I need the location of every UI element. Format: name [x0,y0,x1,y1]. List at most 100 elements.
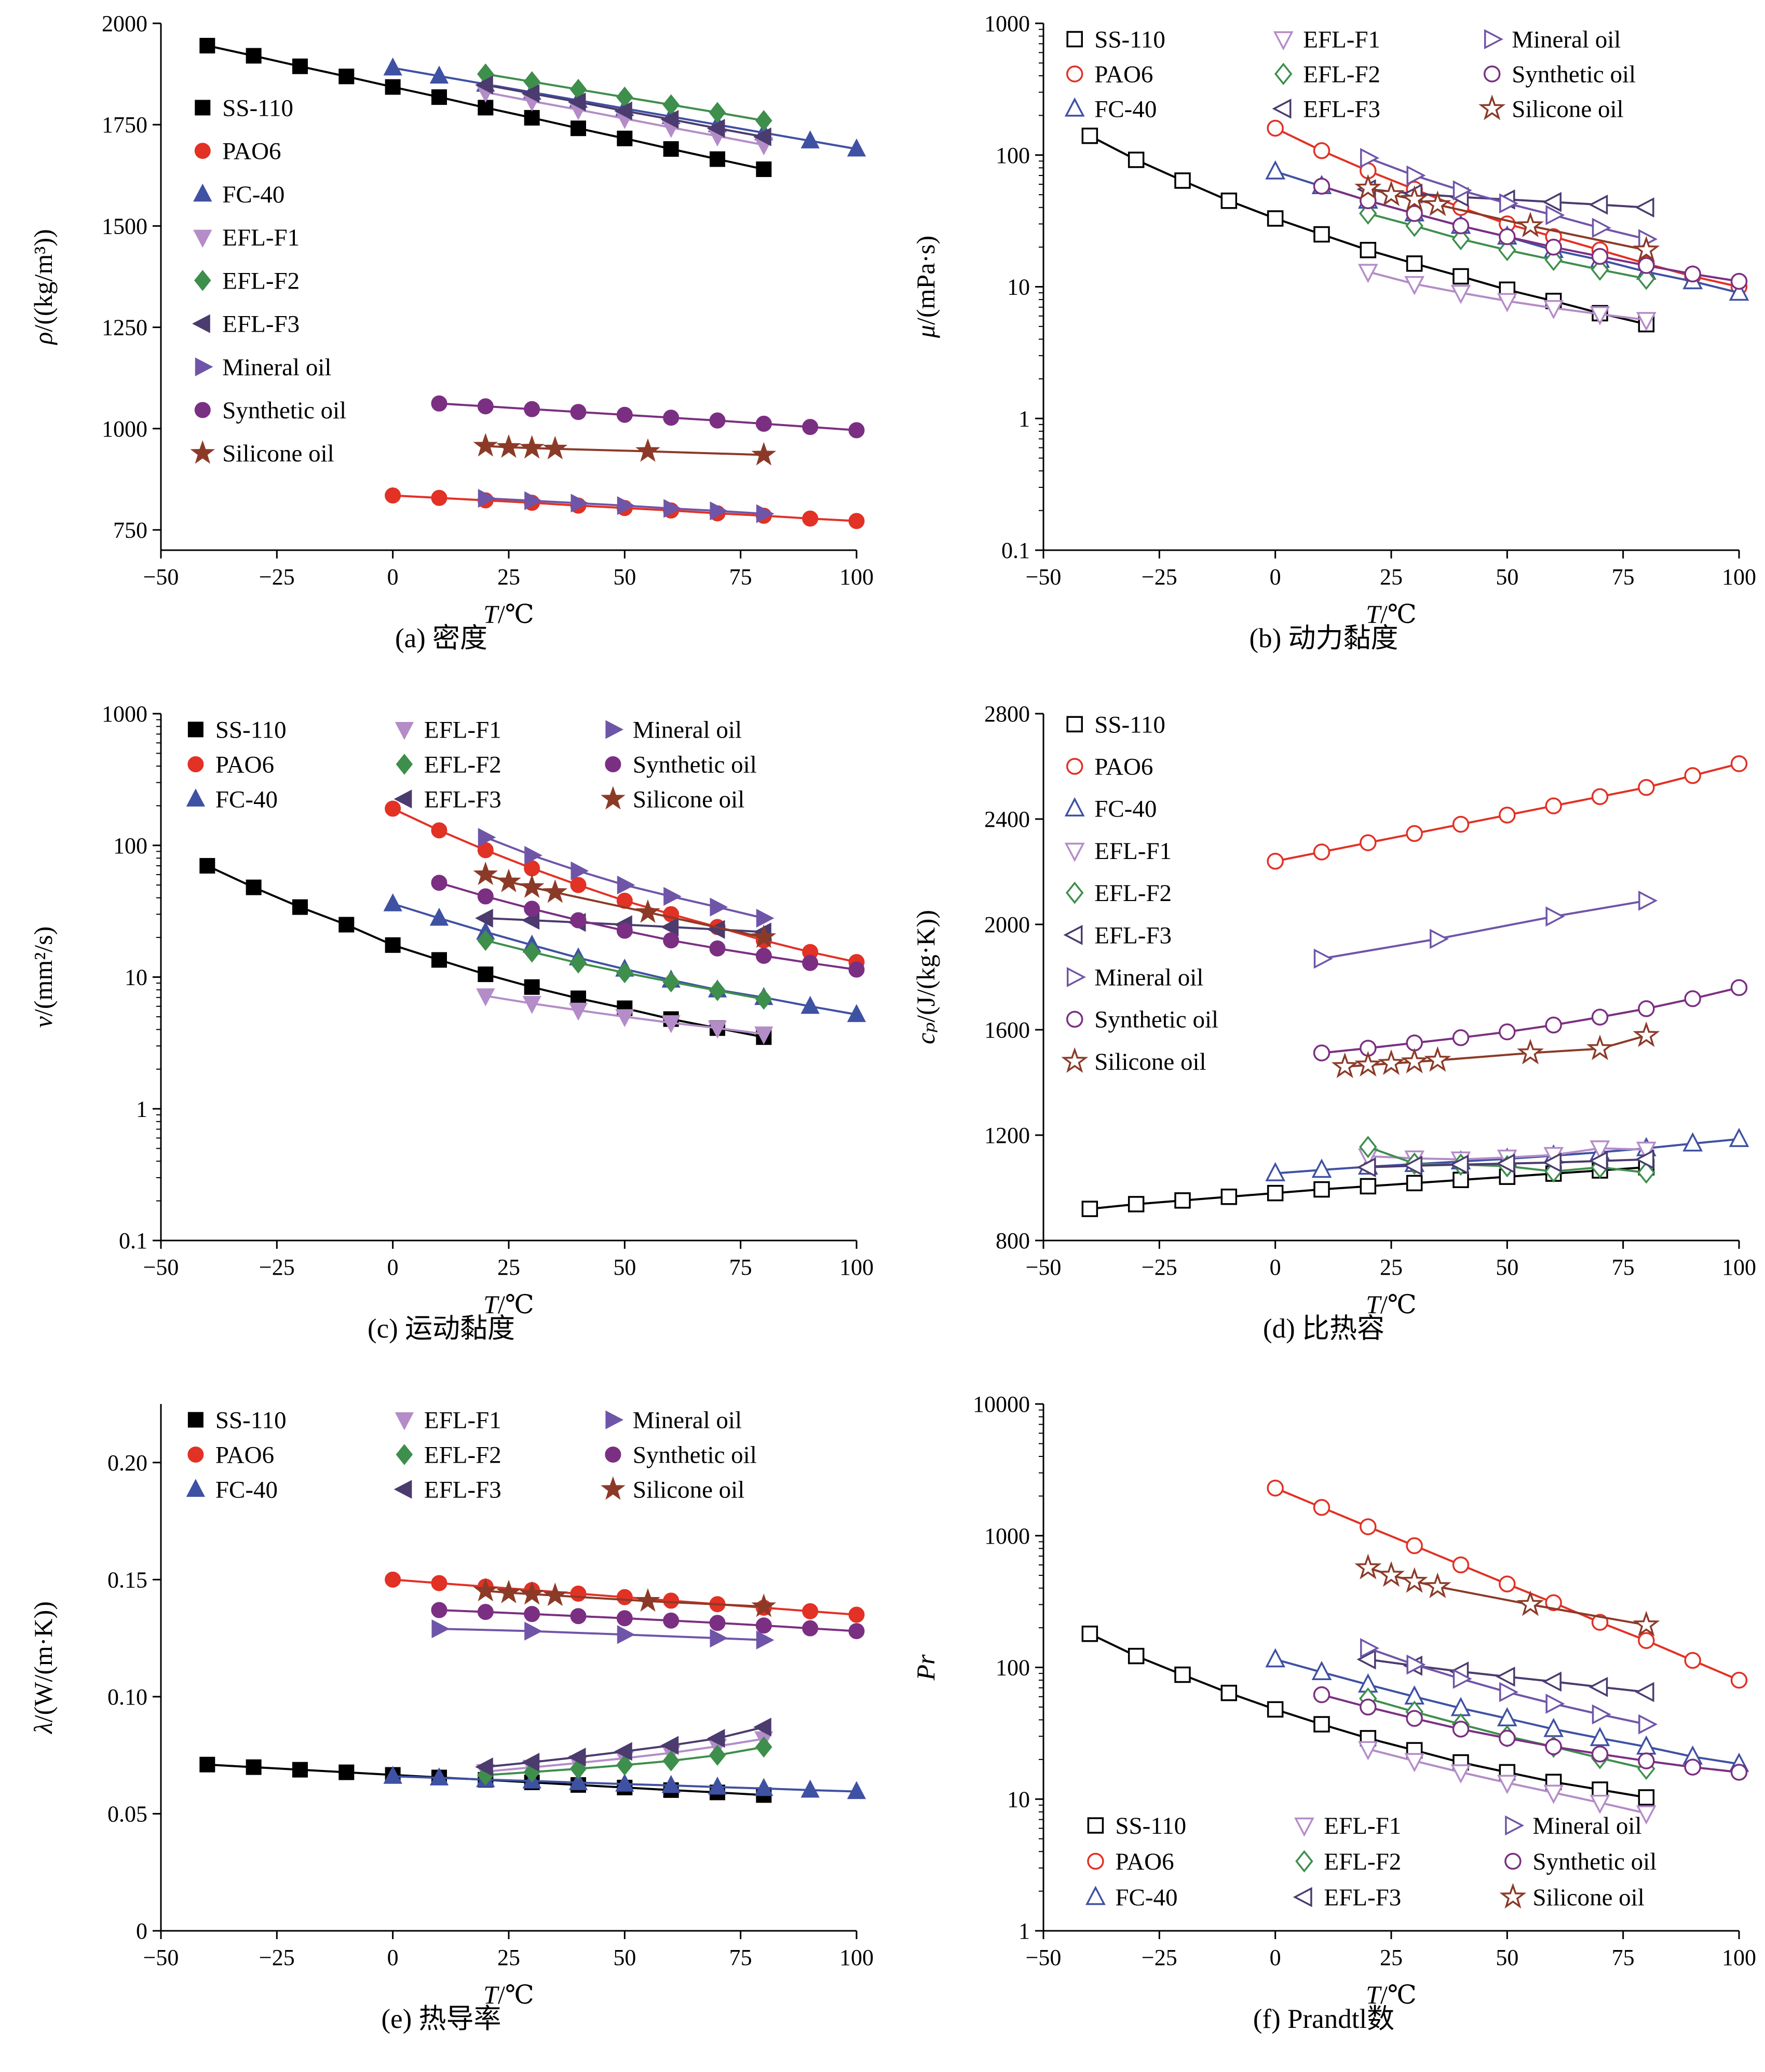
legend-item-pao6: PAO6 [194,138,281,165]
svg-text:PAO6: PAO6 [1094,754,1153,781]
svg-text:T/℃: T/℃ [1366,1290,1417,1319]
svg-text:Silicone oil: Silicone oil [633,1476,744,1503]
legend-item-efl-f1: EFL-F1 [395,716,501,743]
svg-text:EFL-F2: EFL-F2 [424,1441,501,1468]
legend-item-ss-110: SS-110 [1087,1812,1186,1839]
svg-text:Synthetic oil: Synthetic oil [1532,1848,1657,1875]
svg-text:0.20: 0.20 [107,1450,147,1476]
legend-item-silicone-oil: Silicone oil [1478,94,1624,122]
svg-text:FC-40: FC-40 [1115,1884,1177,1911]
svg-text:−50: −50 [143,1945,179,1970]
density-chart: −50 −25 0 25 50 75 100 750 1000 1250 1500 1750 2000 T… [29,11,874,629]
svg-text:EFL-F1: EFL-F1 [1303,26,1380,53]
svg-text:−25: −25 [1142,1255,1177,1280]
svg-text:75: 75 [729,1255,752,1280]
series-mineral-oil [431,1619,775,1650]
legend-item-efl-f3: EFL-F3 [1293,1884,1401,1911]
svg-text:SS-110: SS-110 [1094,711,1165,738]
series-efl-f3 [475,75,771,146]
svg-text:SS-110: SS-110 [1094,26,1165,53]
svg-text:T/℃: T/℃ [1366,1980,1417,2009]
svg-text:T/℃: T/℃ [1366,599,1417,629]
svg-text:FC-40: FC-40 [222,181,284,208]
dynamic-viscosity-chart: −50 −25 0 25 50 75 100 0.1 1 10 100 1000 T/℃ μ/(mPa·s… [911,11,1756,629]
y-axis: 0.1 1 10 100 1000 [102,701,161,1253]
x-axis: −50 −25 0 25 50 75 100 [143,1931,874,1970]
svg-text:Mineral oil: Mineral oil [633,716,742,743]
legend-item-mineral-oil: Mineral oil [1505,1812,1642,1839]
svg-text:FC-40: FC-40 [215,786,278,813]
svg-text:FC-40: FC-40 [1094,96,1157,122]
x-axis: −50 −25 0 25 50 75 100 [1026,1931,1756,1970]
panel-a: −50 −25 0 25 50 75 100 750 1000 1250 1500 1750 2000 T… [0,0,883,690]
legend-item-fc-40: FC-40 [186,1476,278,1503]
svg-text:100: 100 [996,143,1030,168]
svg-text:2000: 2000 [102,11,147,36]
y-axis: 0 0.05 0.10 0.15 0.20 [107,1450,161,1944]
series-efl-f1 [1357,1741,1657,1825]
svg-text:SS-110: SS-110 [1115,1812,1186,1839]
svg-text:1250: 1250 [102,315,147,340]
series-fc-40 [383,1766,866,1800]
legend-item-efl-f2: EFL-F2 [1274,61,1380,88]
legend-item-efl-f2: EFL-F2 [1065,880,1172,907]
svg-text:75: 75 [729,564,752,590]
x-axis: −50 −25 0 25 50 75 100 [1026,1241,1756,1280]
svg-text:Mineral oil: Mineral oil [1532,1812,1641,1839]
svg-text:Synthetic oil: Synthetic oil [633,751,757,778]
caption-e: (e) 热导率 [381,2004,501,2034]
series-pao6 [1267,755,1748,870]
legend-item-fc-40: FC-40 [193,181,284,208]
svg-text:−25: −25 [259,1255,295,1280]
series-ss-110 [199,37,772,178]
svg-text:0: 0 [1270,1945,1281,1970]
legend-item-mineral-oil: Mineral oil [1484,26,1621,53]
legend-item-pao6: PAO6 [187,751,274,778]
thermal-conductivity-chart: −50 −25 0 25 50 75 100 0 0.05 0.10 0.15 0.20 T/℃ λ/(W… [29,1404,874,2009]
svg-text:Synthetic oil: Synthetic oil [1094,1006,1218,1033]
y-axis: 750 1000 1250 1500 1750 2000 [102,11,161,543]
svg-text:2800: 2800 [984,701,1030,727]
svg-text:1000: 1000 [984,1523,1030,1549]
series-efl-f3 [1356,1149,1654,1178]
svg-text:EFL-F2: EFL-F2 [1303,61,1380,88]
svg-text:EFL-F2: EFL-F2 [222,267,300,294]
legend-item-synthetic-oil: Synthetic oil [194,397,346,424]
svg-text:EFL-F3: EFL-F3 [1303,96,1380,122]
svg-text:0.1: 0.1 [119,1228,147,1253]
svg-text:T/℃: T/℃ [483,1290,534,1319]
svg-text:EFL-F2: EFL-F2 [1324,1848,1401,1875]
series-silicone-oil [473,861,777,948]
svg-text:−50: −50 [143,1255,179,1280]
svg-text:PAO6: PAO6 [1094,61,1153,88]
legend-item-efl-f2: EFL-F2 [396,751,501,778]
svg-text:FC-40: FC-40 [215,1476,278,1503]
svg-text:−50: −50 [1026,564,1062,590]
svg-text:25: 25 [497,564,520,590]
svg-text:Silicone oil: Silicone oil [222,440,334,467]
series-ss-110 [199,858,772,1045]
panel-f: −50 −25 0 25 50 75 100 1 10 100 1000 10000 T/℃ Pr SS-1… [883,1381,1765,2071]
svg-text:75: 75 [729,1945,752,1970]
legend-item-synthetic-oil: Synthetic oil [1483,61,1636,88]
panel-b: −50 −25 0 25 50 75 100 0.1 1 10 100 1000 T/℃ μ/(mPa·s… [883,0,1765,690]
legend-item-fc-40: FC-40 [1085,1884,1178,1911]
svg-text:ρ/((kg/m³)): ρ/((kg/m³)) [29,229,58,345]
caption-d: (d) 比热容 [1262,1314,1385,1344]
caption-a: (a) 密度 [395,623,488,653]
legend-item-efl-f3: EFL-F3 [393,786,501,813]
legend-item-fc-40: FC-40 [1064,96,1157,122]
svg-text:25: 25 [497,1945,520,1970]
panel-e: −50 −25 0 25 50 75 100 0 0.05 0.10 0.15 0.20 T/℃ λ/(W… [0,1381,883,2071]
svg-text:10: 10 [125,965,147,990]
legend-item-ss-110: SS-110 [1066,711,1165,738]
legend-item-ss-110: SS-110 [187,716,287,743]
legend-item-silicone-oil: Silicone oil [601,786,744,813]
svg-text:25: 25 [1380,564,1403,590]
svg-text:cₚ/(J/(kg·K)): cₚ/(J/(kg·K)) [911,910,940,1044]
legend-item-efl-f1: EFL-F1 [1273,26,1380,53]
svg-text:0: 0 [1270,564,1281,590]
series-synthetic-oil [431,1602,865,1640]
prandtl-chart: −50 −25 0 25 50 75 100 1 10 100 1000 10000 T/℃ Pr SS-1… [911,1392,1756,2009]
